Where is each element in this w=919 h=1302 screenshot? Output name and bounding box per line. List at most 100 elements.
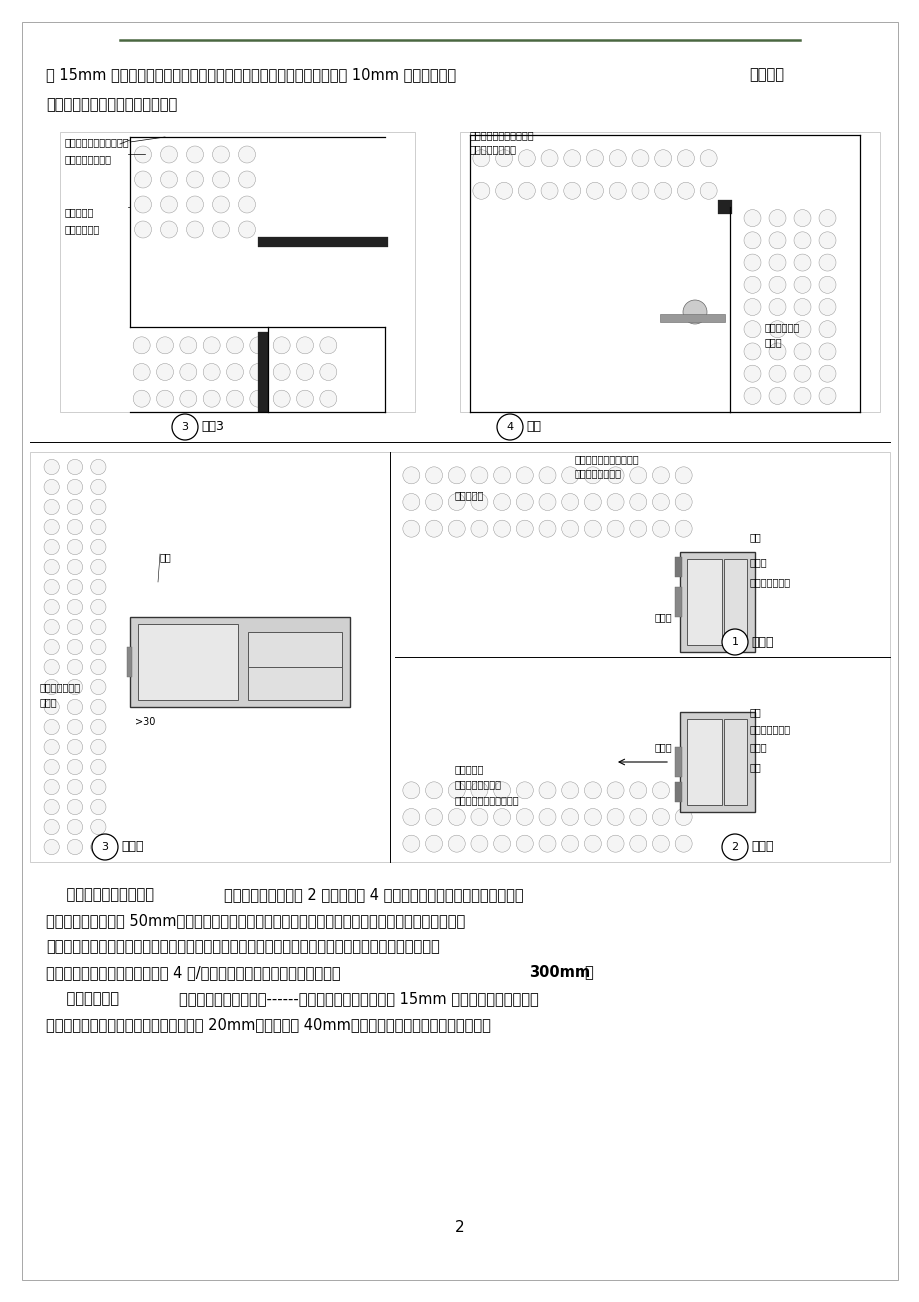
Circle shape: [539, 781, 555, 799]
Circle shape: [44, 659, 59, 674]
Circle shape: [675, 781, 691, 799]
Bar: [470, 204, 729, 212]
Circle shape: [67, 780, 83, 794]
Circle shape: [44, 620, 59, 634]
Text: 密封套: 密封套: [749, 742, 766, 753]
Circle shape: [630, 521, 646, 538]
Circle shape: [425, 467, 442, 484]
Circle shape: [793, 320, 811, 337]
Circle shape: [91, 560, 106, 574]
Circle shape: [425, 835, 442, 853]
Circle shape: [743, 342, 760, 359]
Bar: [125, 142, 133, 242]
Text: 调固定件的，在尺寸调整完成后应将可活动部位涂抹云石胶粘接并拧紧螺丝。所有固定件承重件必须按: 调固定件的，在尺寸调整完成后应将可活动部位涂抹云石胶粘接并拧紧螺丝。所有固定件承…: [46, 939, 439, 954]
Circle shape: [495, 182, 512, 199]
Circle shape: [44, 699, 59, 715]
Circle shape: [91, 799, 106, 815]
Circle shape: [516, 467, 533, 484]
Circle shape: [743, 320, 760, 337]
Bar: [754, 533, 779, 652]
Circle shape: [67, 519, 83, 535]
Text: 发泡聚氨酯灌缝: 发泡聚氨酯灌缝: [40, 682, 81, 691]
Bar: [675, 557, 681, 577]
Circle shape: [793, 254, 811, 271]
Bar: [675, 587, 681, 617]
Circle shape: [134, 197, 152, 214]
Circle shape: [584, 493, 601, 510]
Bar: [679, 712, 754, 812]
Circle shape: [425, 781, 442, 799]
Circle shape: [818, 254, 835, 271]
Circle shape: [652, 493, 669, 510]
Circle shape: [296, 391, 313, 408]
Circle shape: [675, 493, 691, 510]
Circle shape: [584, 781, 601, 799]
Circle shape: [768, 320, 785, 337]
Circle shape: [67, 740, 83, 755]
Circle shape: [212, 146, 229, 163]
Circle shape: [250, 363, 267, 380]
Circle shape: [226, 391, 244, 408]
Text: 密封套: 密封套: [654, 612, 672, 622]
Circle shape: [238, 197, 255, 214]
Text: 基层墙面不平时找平砂浆: 基层墙面不平时找平砂浆: [574, 454, 639, 464]
Circle shape: [320, 391, 336, 408]
Circle shape: [212, 171, 229, 187]
Bar: [257, 137, 388, 332]
Circle shape: [652, 467, 669, 484]
Circle shape: [818, 342, 835, 359]
Circle shape: [67, 539, 83, 555]
Circle shape: [67, 620, 83, 634]
Circle shape: [44, 719, 59, 734]
Bar: [754, 737, 779, 857]
Text: 墙体有效深度不小于 50mm，并胀紧锚栓。固定件及承重件上锚栓或螺丝应安装齐全拧紧。采用活动可: 墙体有效深度不小于 50mm，并胀紧锚栓。固定件及承重件上锚栓或螺丝应安装齐全拧…: [46, 913, 465, 928]
Circle shape: [563, 182, 580, 199]
Bar: [460, 132, 879, 411]
Circle shape: [472, 150, 489, 167]
Circle shape: [768, 210, 785, 227]
Circle shape: [179, 363, 197, 380]
Text: 沿水平方向将粘接胶浆刮出条状。空隙宽 20mm，胶浆条宽 40mm。平粘贴于墙体基层上，轻击一体板: 沿水平方向将粘接胶浆刮出条状。空隙宽 20mm，胶浆条宽 40mm。平粘贴于墙体…: [46, 1017, 491, 1032]
Bar: [118, 457, 168, 857]
Circle shape: [91, 819, 106, 835]
Circle shape: [226, 363, 244, 380]
Circle shape: [91, 699, 106, 715]
Circle shape: [743, 232, 760, 249]
Circle shape: [607, 521, 623, 538]
Circle shape: [768, 254, 785, 271]
Circle shape: [44, 579, 59, 595]
Circle shape: [494, 493, 510, 510]
Circle shape: [403, 467, 419, 484]
Bar: [675, 783, 681, 802]
Circle shape: [539, 809, 555, 825]
Circle shape: [44, 840, 59, 854]
Circle shape: [584, 521, 601, 538]
Text: 保温装饰板: 保温装饰板: [455, 490, 483, 500]
Circle shape: [187, 146, 203, 163]
Circle shape: [562, 781, 578, 799]
Bar: [723, 719, 746, 805]
Circle shape: [160, 221, 177, 238]
Circle shape: [44, 460, 59, 475]
Bar: [248, 660, 342, 700]
Circle shape: [494, 467, 510, 484]
Circle shape: [44, 740, 59, 755]
Circle shape: [494, 521, 510, 538]
Circle shape: [133, 391, 150, 408]
Circle shape: [631, 150, 648, 167]
Circle shape: [187, 221, 203, 238]
Circle shape: [91, 479, 106, 495]
Circle shape: [448, 809, 465, 825]
Circle shape: [793, 342, 811, 359]
Circle shape: [540, 150, 558, 167]
Circle shape: [818, 210, 835, 227]
Circle shape: [44, 539, 59, 555]
Text: 基层墙面不平时找平砂浆: 基层墙面不平时找平砂浆: [455, 796, 519, 805]
Circle shape: [607, 809, 623, 825]
Circle shape: [676, 182, 694, 199]
Circle shape: [472, 182, 489, 199]
Text: >30: >30: [135, 717, 155, 727]
Bar: [400, 454, 784, 464]
Circle shape: [133, 363, 150, 380]
Bar: [30, 452, 889, 862]
